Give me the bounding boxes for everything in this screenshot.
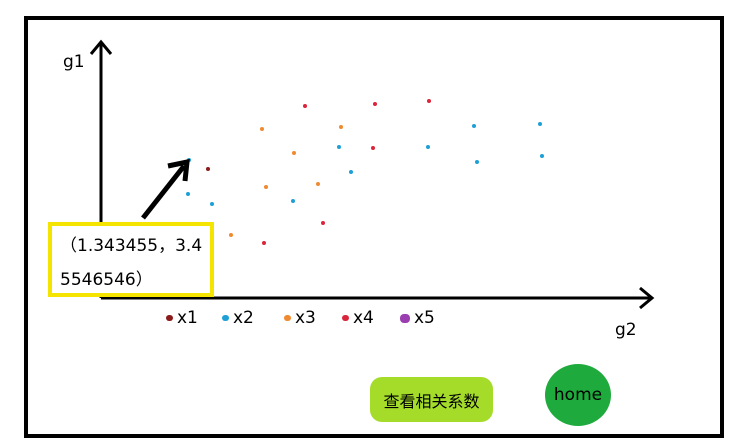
point-x4-23[interactable] (371, 146, 375, 150)
legend-swatch-x5 (400, 313, 410, 323)
point-x2-3[interactable] (210, 202, 214, 206)
point-x2-11[interactable] (540, 154, 544, 158)
legend-swatch-x4 (342, 315, 349, 321)
app-frame (24, 16, 724, 438)
point-x3-14[interactable] (264, 185, 268, 189)
point-x2-8[interactable] (472, 124, 476, 128)
point-x2-5[interactable] (337, 145, 341, 149)
point-x4-19[interactable] (373, 102, 377, 106)
point-x2-4[interactable] (291, 199, 295, 203)
legend-swatch-x2 (222, 315, 229, 321)
pointer-arrow (141, 158, 190, 220)
x-axis-arrow-icon (639, 286, 655, 310)
point-x4-22[interactable] (321, 221, 325, 225)
legend-item-x5[interactable]: x5 (400, 308, 435, 328)
pointer-arrow-head-icon (167, 158, 190, 182)
point-x4-20[interactable] (427, 99, 431, 103)
legend-swatch-x3 (284, 315, 291, 321)
point-x2-2[interactable] (186, 192, 190, 196)
point-x4-18[interactable] (303, 104, 307, 108)
point-x3-17[interactable] (339, 125, 343, 129)
legend-label-x2: x2 (233, 308, 254, 328)
point-x2-9[interactable] (475, 160, 479, 164)
legend-item-x2[interactable]: x2 (222, 308, 254, 328)
home-button[interactable]: home (545, 364, 611, 426)
point-x3-13[interactable] (292, 151, 296, 155)
pointer-arrow-line (141, 164, 186, 220)
legend-label-x1: x1 (177, 308, 198, 328)
legend-item-x1[interactable]: x1 (166, 308, 198, 328)
point-x3-16[interactable] (316, 182, 320, 186)
x-axis-label: g2 (615, 320, 637, 340)
point-tooltip: （1.343455，3.45546546） (48, 222, 214, 297)
legend-label-x4: x4 (353, 308, 374, 328)
point-x1-0[interactable] (206, 167, 210, 171)
point-x2-6[interactable] (349, 170, 353, 174)
legend-swatch-x1 (166, 315, 173, 321)
point-x4-21[interactable] (262, 241, 266, 245)
legend-item-x3[interactable]: x3 (284, 308, 316, 328)
point-x2-10[interactable] (538, 122, 542, 126)
data-points (186, 99, 544, 245)
point-x3-12[interactable] (260, 127, 264, 131)
y-axis-label: g1 (63, 52, 85, 72)
legend-label-x3: x3 (295, 308, 316, 328)
view-correlation-button[interactable]: 查看相关系数 (370, 377, 493, 422)
legend-label-x5: x5 (414, 308, 435, 328)
point-x3-15[interactable] (229, 233, 233, 237)
legend-item-x4[interactable]: x4 (342, 308, 374, 328)
point-x2-7[interactable] (426, 145, 430, 149)
y-axis-arrow-icon (89, 39, 113, 55)
